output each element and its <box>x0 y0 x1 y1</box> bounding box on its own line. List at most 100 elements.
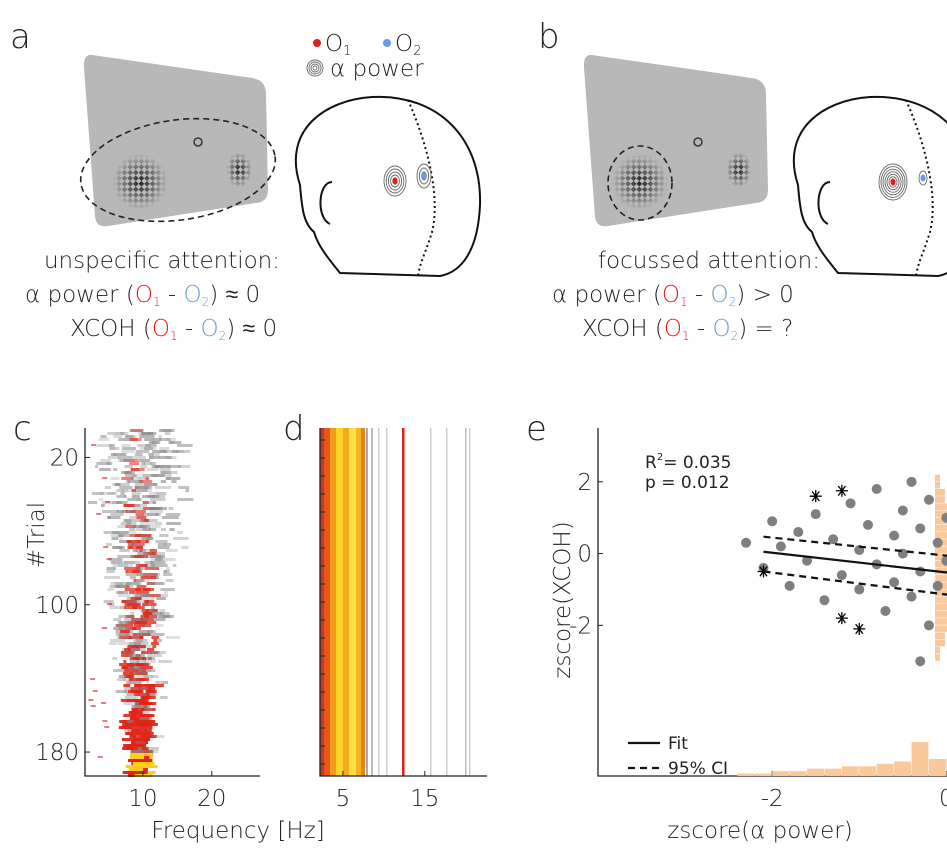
heat-cell <box>168 507 174 510</box>
heat-cell <box>158 456 172 459</box>
heat-cell <box>123 504 136 507</box>
heat-cell <box>130 468 140 471</box>
gabor <box>726 152 752 188</box>
caption-part: O <box>664 316 682 342</box>
heat-cell <box>147 693 157 696</box>
heat-cell <box>106 558 112 560</box>
heat-cell <box>145 600 155 603</box>
hist-bar <box>935 625 947 632</box>
contour <box>310 63 320 73</box>
heat-cell <box>146 495 160 498</box>
heat-cell <box>117 534 134 537</box>
heat-cell <box>166 636 180 639</box>
heat-cell <box>144 483 158 486</box>
point <box>784 580 795 591</box>
heat-cell <box>151 441 161 444</box>
point <box>836 570 847 581</box>
heat-band <box>469 428 471 776</box>
heat-cell <box>124 465 133 468</box>
heat-cell <box>125 525 137 528</box>
heat-cell <box>124 621 129 624</box>
heat-cell <box>153 639 158 642</box>
heat-cell <box>118 726 132 729</box>
heat-cell <box>148 552 157 555</box>
subscript: 1 <box>170 329 178 343</box>
y-axis-label: zscore(XCOH) <box>550 521 576 678</box>
heat-cell <box>125 744 136 747</box>
heat-cell <box>137 735 146 738</box>
heat-cell <box>88 501 98 504</box>
caption-part: O <box>152 316 170 342</box>
heat-cell <box>146 525 161 528</box>
heat-cell <box>135 669 152 672</box>
heat-cell <box>137 480 142 483</box>
point <box>802 555 813 566</box>
heat-cell <box>133 735 141 738</box>
point <box>889 577 900 588</box>
heat-cell <box>159 534 169 537</box>
heat-cell <box>160 558 176 561</box>
heat-cell <box>129 636 144 639</box>
heat-cell <box>171 450 179 453</box>
heat-cell <box>122 747 138 750</box>
heat-cell <box>109 585 121 588</box>
heat-cell <box>165 513 181 516</box>
point <box>871 483 882 494</box>
heat-cell <box>136 450 150 453</box>
y-tick-label: 100 <box>35 593 79 619</box>
heat-cell <box>138 513 148 516</box>
heat-cell <box>148 456 155 459</box>
heat-cell <box>127 510 137 513</box>
heat-cell <box>171 480 177 483</box>
heat-cell <box>122 672 133 675</box>
heat-cell <box>117 642 129 645</box>
head <box>792 95 947 278</box>
heat-cell <box>134 594 150 597</box>
heat-cell <box>138 525 144 528</box>
r-squared: R2= 0.035 <box>645 452 732 473</box>
heat-cell <box>137 489 152 492</box>
subscript: 1 <box>153 295 161 309</box>
heat-cell <box>142 528 152 531</box>
heat-cell <box>131 708 147 711</box>
heat-cell <box>136 645 146 648</box>
heat-cell <box>132 600 145 603</box>
heat-cell <box>158 435 162 438</box>
heat-cell <box>159 609 166 612</box>
heat-cell <box>134 453 143 456</box>
heat-cell <box>109 444 115 447</box>
heat-cell <box>176 444 193 447</box>
axis-line <box>84 428 260 777</box>
heat-band <box>356 428 361 776</box>
caption-part: XCOH ( <box>582 316 664 342</box>
heat-cell <box>117 456 132 459</box>
heat-cell <box>165 567 170 570</box>
x-tick-label: 15 <box>410 786 439 812</box>
heat-cell <box>101 627 107 629</box>
subscript: 2 <box>729 295 737 309</box>
heat-cell <box>143 675 150 678</box>
heat-cell <box>134 705 150 708</box>
heat-cell <box>142 501 149 504</box>
heat-cell <box>163 450 174 453</box>
heat-cell <box>149 462 156 465</box>
heat-cell <box>133 639 143 642</box>
y-axis-label: #Trial <box>24 502 50 568</box>
o1-dot <box>313 39 321 47</box>
hist-bar <box>935 510 947 518</box>
heat-cell <box>142 765 158 768</box>
heat-cell <box>140 615 158 618</box>
heat-cell <box>121 651 126 654</box>
heat-cell <box>123 684 131 687</box>
heat-cell <box>126 765 143 768</box>
heat-cell <box>138 702 153 705</box>
heat-cell <box>129 657 140 660</box>
hist-bar <box>894 761 912 776</box>
heat-cell <box>121 477 134 480</box>
heat-cell <box>135 669 146 672</box>
hist-bar <box>935 503 947 511</box>
heat-cell <box>139 678 149 681</box>
heat-band <box>366 428 368 776</box>
heat-cell <box>130 666 139 669</box>
heat-cell <box>137 486 147 489</box>
